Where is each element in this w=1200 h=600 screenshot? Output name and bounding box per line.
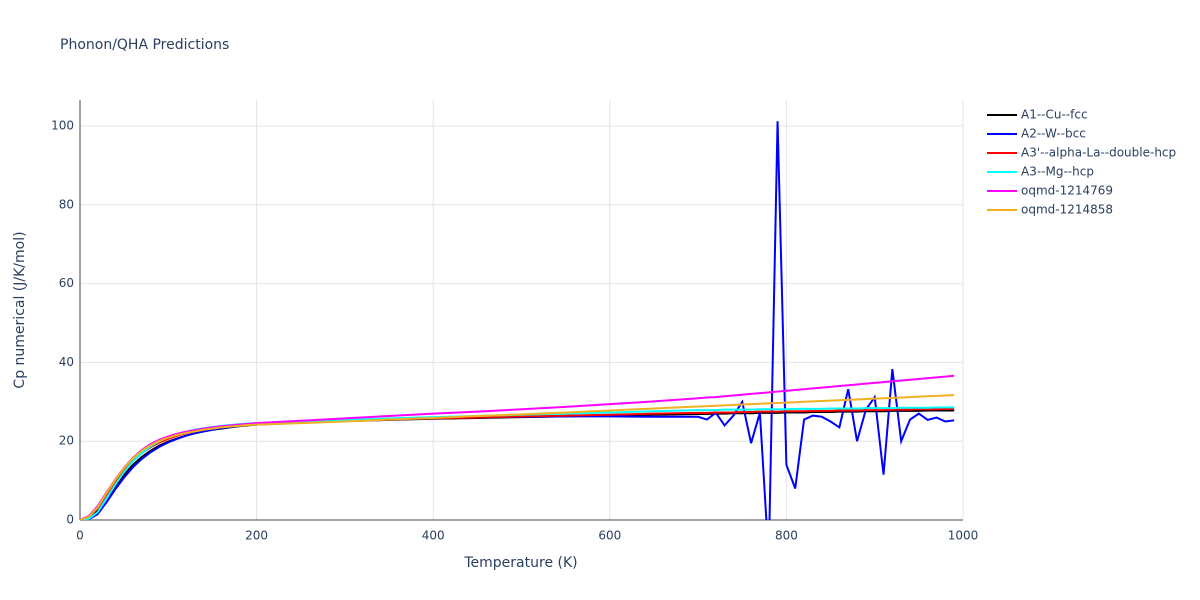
grid	[79, 100, 964, 521]
y-tick-label: 0	[66, 513, 74, 527]
legend: A1--Cu--fcc A2--W--bcc A3'--alpha-La--doub…	[987, 108, 1176, 217]
plot-area	[80, 121, 955, 520]
series-line	[80, 407, 955, 520]
legend-label: A3--Mg--hcp	[1021, 165, 1094, 179]
x-tick-label: 1000	[948, 529, 979, 543]
y-tick-label: 100	[51, 119, 74, 133]
x-tick-label: 0	[76, 529, 84, 543]
legend-label: A1--Cu--fcc	[1021, 108, 1088, 122]
chart-title: Phonon/QHA Predictions	[60, 37, 229, 53]
legend-label: oqmd-1214858	[1021, 203, 1113, 217]
series-line	[80, 121, 955, 520]
x-axis-title: Temperature (K)	[463, 555, 577, 571]
series-line	[80, 374, 955, 520]
y-tick-label: 80	[59, 197, 74, 211]
series-line	[80, 394, 955, 520]
legend-label: A3'--alpha-La--double-hcp	[1021, 146, 1176, 160]
x-tick-label: 200	[245, 529, 268, 543]
x-tick-label: 400	[422, 529, 445, 543]
legend-label: A2--W--bcc	[1021, 127, 1086, 141]
legend-label: oqmd-1214769	[1021, 184, 1113, 198]
y-axis-title: Cp numerical (J/K/mol)	[12, 231, 28, 388]
x-tick-label: 600	[598, 529, 621, 543]
y-tick-label: 40	[59, 355, 74, 369]
x-tick-label: 800	[775, 529, 798, 543]
y-tick-label: 20	[59, 434, 74, 448]
series-line	[80, 406, 955, 520]
y-tick-label: 60	[59, 276, 74, 290]
